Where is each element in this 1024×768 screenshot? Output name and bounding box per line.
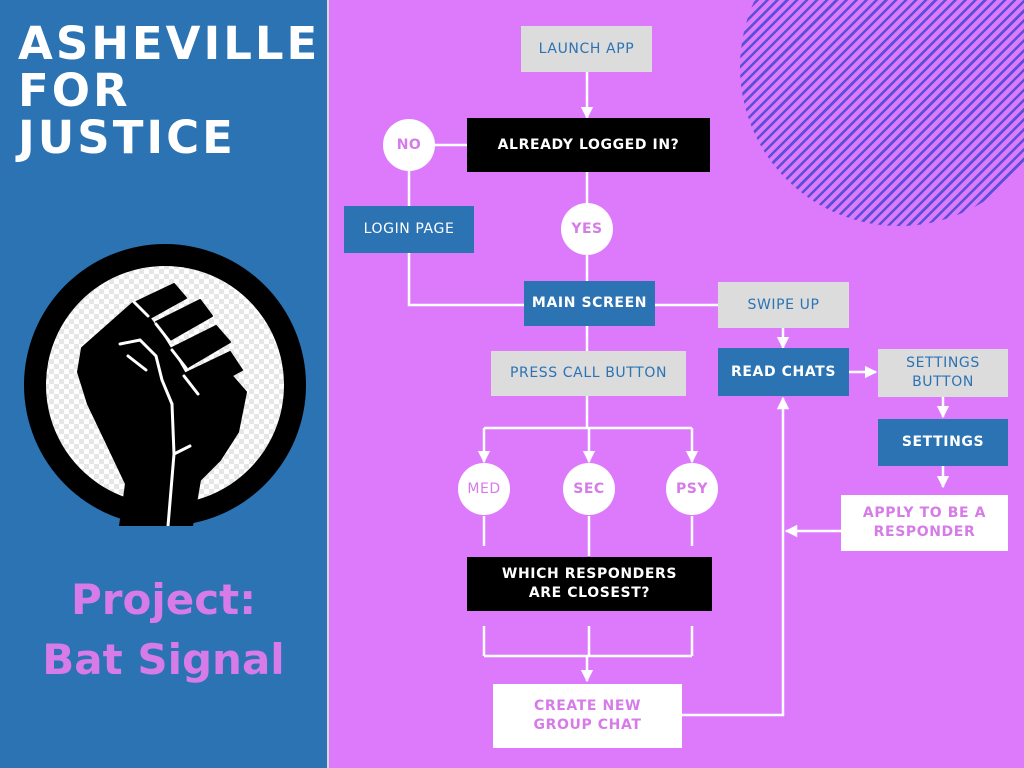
raised-fist-icon (24, 244, 306, 526)
brand-title-line: ASHEVILLE (18, 17, 321, 70)
sec-circle: SEC (563, 463, 615, 515)
main-screen-node: MAIN SCREEN (524, 281, 655, 326)
launch-app-node: LAUNCH APP (521, 26, 652, 72)
settings-node: SETTINGS (878, 419, 1008, 466)
which-responders-node: WHICH RESPONDERS ARE CLOSEST? (467, 557, 712, 611)
login-page-node: LOGIN PAGE (344, 206, 474, 253)
already-logged-in-node: ALREADY LOGGED IN? (467, 118, 710, 172)
settings-button-node: SETTINGS BUTTON (878, 349, 1008, 397)
left-panel: ASHEVILLE FOR JUSTICE (0, 0, 327, 768)
brand-title-line: FOR (18, 64, 131, 117)
project-title: Project: Bat Signal (0, 570, 327, 690)
read-chats-node: READ CHATS (718, 348, 849, 396)
brand-title: ASHEVILLE FOR JUSTICE (18, 20, 320, 161)
panel-divider (327, 0, 329, 768)
yes-circle: YES (561, 203, 613, 255)
brand-title-line: JUSTICE (18, 111, 236, 164)
create-group-chat-node: CREATE NEW GROUP CHAT (493, 684, 682, 748)
psy-circle: PSY (666, 463, 718, 515)
press-call-button-node: PRESS CALL BUTTON (491, 351, 686, 396)
project-title-line: Bat Signal (42, 635, 285, 684)
apply-responder-node: APPLY TO BE A RESPONDER (841, 495, 1008, 551)
med-circle: MED (458, 463, 510, 515)
project-title-line: Project: (70, 575, 256, 624)
swipe-up-node: SWIPE UP (718, 282, 849, 328)
no-circle: NO (383, 119, 435, 171)
